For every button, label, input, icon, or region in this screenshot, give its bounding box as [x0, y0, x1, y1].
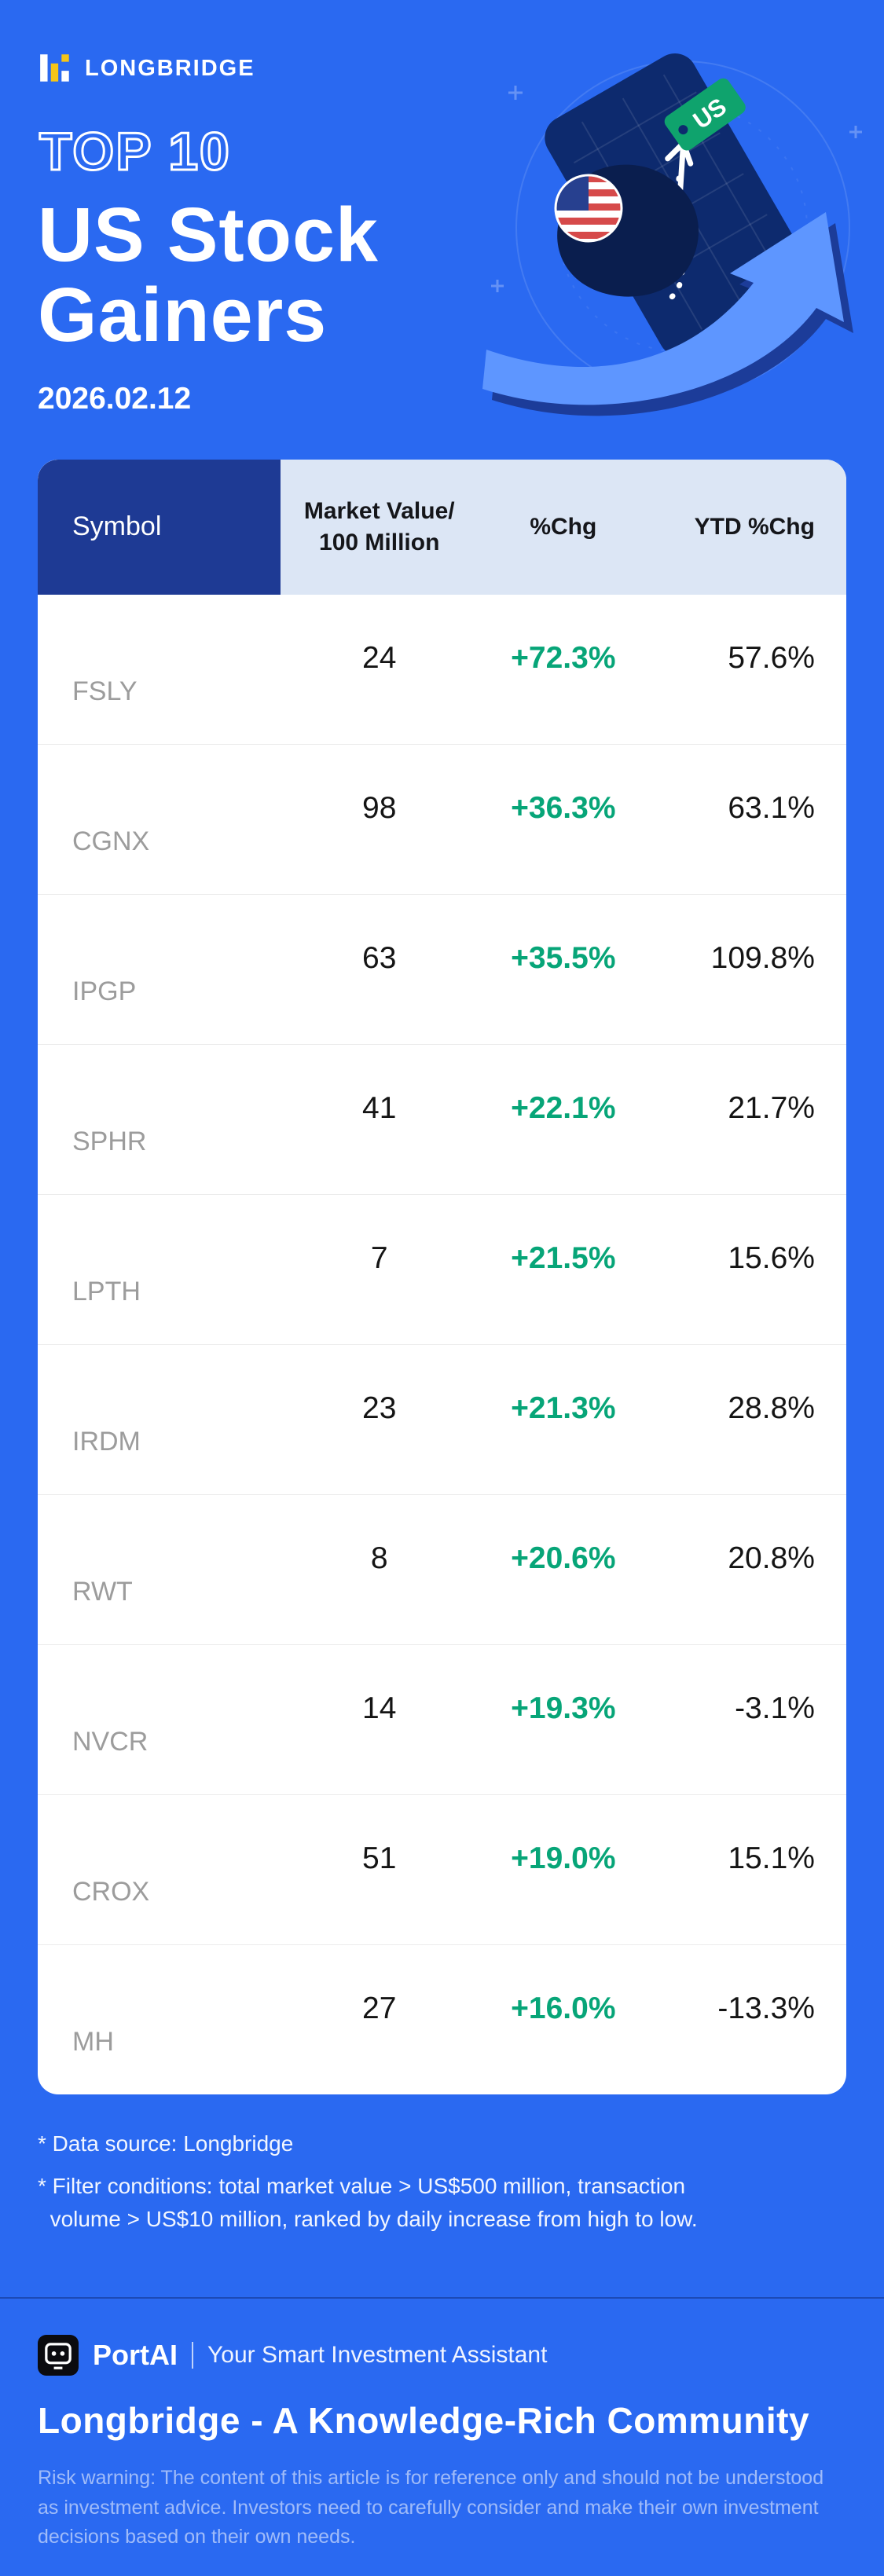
cell-market-value: 63	[362, 941, 397, 975]
cell-market-value: 8	[370, 1541, 388, 1575]
footer-divider	[0, 2297, 884, 2299]
column-header-ytd: YTD %Chg	[694, 513, 815, 540]
top10-text: TOP 10	[39, 122, 231, 181]
cell-symbol: IRDM	[72, 1426, 141, 1457]
cell-market-value: 51	[362, 1841, 397, 1875]
cell-chg: +21.5%	[511, 1241, 616, 1275]
cell-market-value: 27	[362, 1992, 397, 2025]
table-row: RWT 8 +20.6% 20.8%	[38, 1495, 846, 1645]
cell-ytd: -3.1%	[735, 1691, 815, 1725]
cell-chg: +72.3%	[511, 641, 616, 675]
column-header-market-value: Market Value/ 100 Million	[303, 497, 455, 556]
vertical-divider	[192, 2342, 193, 2369]
us-flag-icon	[554, 174, 623, 243]
table-row: IPGP 63 +35.5% 109.8%	[38, 895, 846, 1045]
cell-ytd: 63.1%	[728, 791, 815, 825]
note-data-source: * Data source: Longbridge	[38, 2131, 294, 2156]
cell-symbol: CROX	[72, 1876, 150, 1907]
cell-market-value: 7	[370, 1241, 388, 1275]
cell-ytd: 28.8%	[728, 1391, 815, 1425]
gainers-table-card: Symbol Market Value/ 100 Million %Chg YT…	[38, 460, 846, 2094]
table-header-row: Symbol Market Value/ 100 Million %Chg YT…	[38, 460, 846, 595]
longbridge-logo-icon	[40, 54, 69, 82]
cell-ytd: 109.8%	[710, 941, 815, 975]
cell-chg: +35.5%	[511, 941, 616, 975]
cell-market-value: 41	[362, 1091, 397, 1125]
page-title: US Stock Gainers	[38, 195, 884, 355]
table-row: MH 27 +16.0% -13.3%	[38, 1945, 846, 2094]
cell-symbol: LPTH	[72, 1276, 141, 1306]
table-row: IRDM 23 +21.3% 28.8%	[38, 1345, 846, 1495]
cell-market-value: 14	[362, 1691, 397, 1725]
cell-chg: +21.3%	[511, 1391, 616, 1425]
cell-chg: +22.1%	[511, 1091, 616, 1125]
table-row: CGNX 98 +36.3% 63.1%	[38, 745, 846, 895]
column-header-symbol: Symbol	[38, 460, 281, 595]
header: US LONGBRIDGE TOP 10 US Stock Gainers 202…	[0, 0, 884, 460]
title-line1: US Stock	[38, 192, 379, 277]
growth-arrow	[482, 212, 853, 416]
cell-symbol: CGNX	[72, 826, 150, 856]
portai-brand: PortAI Your Smart Investment Assistant	[38, 2335, 846, 2376]
cell-market-value: 23	[362, 1391, 397, 1425]
cell-chg: +20.6%	[511, 1541, 616, 1575]
table-row: FSLY 24 +72.3% 57.6%	[38, 595, 846, 745]
cell-market-value: 24	[362, 641, 397, 675]
community-headline: Longbridge - A Knowledge-Rich Community	[38, 2400, 810, 2441]
table-row: CROX 51 +19.0% 15.1%	[38, 1795, 846, 1945]
portai-name: PortAI	[93, 2339, 178, 2371]
plus-marks	[491, 86, 862, 292]
brand: LONGBRIDGE	[38, 50, 884, 86]
title-line2: Gainers	[38, 271, 328, 357]
cell-symbol: RWT	[72, 1576, 133, 1607]
cell-market-value: 98	[362, 791, 397, 825]
cell-symbol: MH	[72, 2026, 114, 2057]
cell-symbol: NVCR	[72, 1726, 149, 1757]
hero-illustration: US	[482, 53, 862, 416]
brand-name: LONGBRIDGE	[85, 55, 255, 81]
report-date: 2026.02.12	[38, 381, 192, 416]
cell-ytd: 15.1%	[728, 1841, 815, 1875]
cell-ytd: -13.3%	[717, 1992, 815, 2025]
portai-logo-icon	[38, 2335, 79, 2376]
table-row: SPHR 41 +22.1% 21.7%	[38, 1045, 846, 1195]
note-filter-conditions: * Filter conditions: total market value …	[38, 2174, 698, 2231]
cell-symbol: FSLY	[72, 676, 138, 706]
cell-chg: +19.3%	[511, 1691, 616, 1725]
table-row: LPTH 7 +21.5% 15.6%	[38, 1195, 846, 1345]
column-header-chg: %Chg	[530, 513, 597, 540]
portai-tagline: Your Smart Investment Assistant	[207, 2342, 548, 2368]
top10-badge: TOP 10	[39, 121, 231, 183]
cell-symbol: SPHR	[72, 1126, 147, 1156]
cell-symbol: IPGP	[72, 976, 137, 1006]
cell-ytd: 57.6%	[728, 641, 815, 675]
footer: PortAI Your Smart Investment Assistant L…	[0, 2299, 884, 2552]
cell-ytd: 21.7%	[728, 1091, 815, 1125]
cell-chg: +16.0%	[511, 1992, 616, 2025]
cell-ytd: 15.6%	[728, 1241, 815, 1275]
risk-warning: Risk warning: The content of this articl…	[38, 2467, 824, 2548]
cell-chg: +19.0%	[511, 1841, 616, 1875]
footnotes: * Data source: Longbridge * Filter condi…	[38, 2127, 846, 2236]
us-tag: US	[664, 78, 746, 151]
cell-ytd: 20.8%	[728, 1541, 815, 1575]
table-row: NVCR 14 +19.3% -3.1%	[38, 1645, 846, 1795]
cell-chg: +36.3%	[511, 791, 616, 825]
